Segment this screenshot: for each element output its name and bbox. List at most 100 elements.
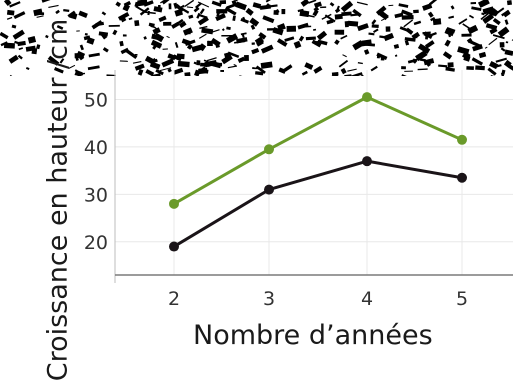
texture-speck: [213, 62, 223, 67]
texture-speck: [457, 46, 470, 55]
texture-speck: [505, 41, 509, 44]
texture-speck: [298, 35, 305, 42]
texture-speck: [227, 51, 240, 59]
texture-speck: [471, 57, 484, 66]
texture-speck: [220, 69, 225, 72]
texture-speck: [371, 24, 379, 29]
texture-speck: [471, 6, 482, 11]
texture-speck: [499, 42, 505, 48]
texture-speck: [41, 0, 52, 3]
texture-speck: [143, 36, 147, 40]
texture-speck: [167, 53, 177, 61]
texture-speck: [9, 1, 21, 8]
texture-speck: [250, 24, 256, 30]
texture-speck: [262, 15, 275, 24]
texture-speck: [304, 62, 314, 70]
texture-speck: [177, 60, 190, 68]
texture-speck: [272, 27, 284, 36]
texture-speck: [201, 27, 214, 35]
texture-speck: [297, 22, 309, 30]
texture-speck: [463, 54, 471, 62]
texture-speck: [365, 43, 376, 47]
texture-speck: [265, 4, 278, 8]
texture-speck: [383, 32, 395, 42]
texture-speck: [186, 43, 193, 50]
texture-speck: [470, 2, 477, 5]
texture-speck: [108, 24, 120, 27]
texture-speck: [496, 7, 505, 14]
texture-speck: [135, 5, 145, 13]
texture-speck: [153, 6, 163, 13]
texture-speck: [197, 1, 210, 8]
texture-speck: [307, 14, 315, 18]
texture-speck: [438, 64, 448, 68]
texture-speck: [178, 20, 187, 29]
texture-speck: [350, 72, 363, 76]
texture-speck: [155, 68, 164, 76]
texture-speck: [17, 54, 23, 60]
texture-speck: [56, 24, 64, 30]
texture-speck: [144, 55, 156, 65]
texture-speck: [219, 0, 227, 5]
texture-speck: [265, 0, 276, 3]
texture-speck: [79, 44, 84, 51]
texture-speck: [276, 38, 288, 47]
series-lines: [173, 95, 463, 248]
texture-speck: [226, 2, 238, 10]
texture-speck: [233, 64, 237, 66]
texture-speck: [88, 52, 100, 58]
texture-speck: [273, 10, 279, 15]
texture-speck: [139, 7, 150, 16]
texture-speck: [182, 27, 193, 36]
texture-speck: [458, 18, 468, 25]
texture-speck: [461, 33, 472, 37]
texture-speck: [235, 1, 247, 11]
texture-speck: [199, 68, 209, 74]
x-tick-label: 2: [168, 288, 180, 310]
texture-speck: [423, 31, 433, 39]
texture-speck: [466, 66, 474, 71]
texture-speck: [376, 52, 388, 61]
texture-speck: [423, 58, 435, 66]
texture-speck: [468, 14, 475, 19]
texture-speck: [340, 34, 348, 40]
texture-speck: [284, 36, 295, 42]
texture-speck: [502, 9, 511, 18]
texture-speck: [134, 20, 140, 27]
texture-speck: [482, 6, 495, 15]
texture-speck: [117, 11, 130, 21]
texture-speck: [313, 28, 317, 31]
texture-speck: [6, 9, 15, 16]
texture-speck: [45, 34, 49, 39]
texture-speck: [227, 65, 238, 69]
texture-speck: [448, 15, 455, 19]
texture-speck: [334, 13, 343, 20]
texture-speck: [245, 7, 254, 16]
texture-speck: [487, 67, 497, 76]
texture-speck: [260, 61, 273, 69]
texture-speck: [158, 15, 167, 22]
texture-speck: [223, 52, 232, 59]
texture-speck: [504, 49, 513, 56]
texture-speck: [134, 54, 138, 56]
series-points: [169, 92, 467, 252]
texture-speck: [352, 40, 364, 51]
texture-speck: [394, 12, 404, 19]
texture-speck: [417, 43, 431, 54]
tick-labels: 2 3 4 5 20 30 40 50: [84, 89, 468, 310]
texture-speck: [106, 74, 116, 76]
series-line-2: [173, 159, 463, 248]
texture-speck: [87, 65, 100, 71]
texture-speck: [380, 56, 385, 61]
y-tick-label: 40: [84, 137, 108, 159]
texture-speck: [413, 20, 422, 26]
texture-speck: [256, 40, 264, 47]
texture-speck: [221, 34, 233, 37]
texture-speck: [203, 59, 209, 63]
texture-speck: [172, 54, 182, 62]
texture-speck: [143, 0, 154, 7]
texture-speck: [342, 54, 347, 58]
texture-speck: [11, 24, 17, 29]
texture-speck: [101, 11, 107, 16]
texture-speck: [347, 20, 359, 27]
